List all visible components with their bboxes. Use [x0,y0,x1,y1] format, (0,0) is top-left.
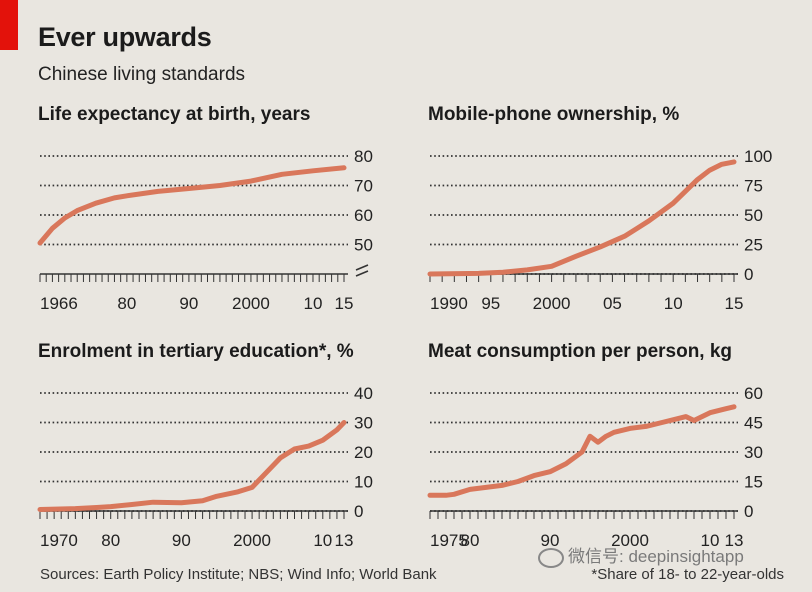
axis-break-mark [355,264,369,277]
axis-break-stroke [355,264,369,277]
chart-plot: 50 60 70 80 1966 80 90 2000 10 15 [37,147,373,313]
x-tick-label: 80 [101,531,120,550]
x-tick-label: 2000 [533,294,571,313]
footnote: *Share of 18- to 22-year-olds [591,566,784,583]
y-tick-label: 50 [744,206,763,225]
y-tick-label: 0 [354,502,363,521]
x-tick-label: 1975 [430,531,468,550]
series-line [37,165,347,246]
chart-plot: 0 25 50 75 100 1990 95 2000 05 10 15 [427,147,772,313]
y-tick-label: 40 [354,384,373,403]
x-tick-label: 2000 [233,531,271,550]
watermark-text: 微信号: deepinsightapp [568,547,744,566]
series-line [37,420,347,512]
chart-title: Enrolment in tertiary education*, % [38,341,354,362]
y-tick-label: 80 [354,147,373,166]
watermark: 微信号: deepinsightapp [538,542,744,568]
x-tick-label: 13 [725,531,744,550]
x-tick-label: 1966 [40,294,78,313]
y-tick-label: 30 [744,443,763,462]
y-tick-label: 75 [744,177,763,196]
mobile-ownership-chart: Mobile-phone ownership, % 0 25 50 75 100 1990… [427,104,798,324]
x-tick-label: 80 [117,294,136,313]
y-tick-label: 0 [744,265,753,284]
page-subtitle: Chinese living standards [38,64,246,85]
series-line [427,159,737,277]
source-note: Sources: Earth Policy Institute; NBS; Wi… [40,566,437,583]
y-tick-label: 20 [354,443,373,462]
y-tick-label: 50 [354,236,373,255]
y-tick-label: 100 [744,147,772,166]
x-tick-label: 05 [603,294,622,313]
life-expectancy-chart: Life expectancy at birth, years 50 60 70 80… [37,104,408,324]
x-tick-label: 10 [701,531,720,550]
x-tick-label: 1970 [40,531,78,550]
x-tick-label: 2000 [232,294,270,313]
y-tick-label: 25 [744,236,763,255]
x-tick-label: 15 [725,294,744,313]
y-tick-label: 60 [744,384,763,403]
y-tick-label: 10 [354,473,373,492]
x-tick-label: 90 [541,531,560,550]
y-tick-label: 45 [744,414,763,433]
brand-corner-mark [0,0,18,50]
x-tick-label: 95 [481,294,500,313]
series-line [427,404,737,498]
tertiary-enrolment-chart: Enrolment in tertiary education*, % 0 10 2… [37,341,408,561]
x-tick-label: 80 [461,531,480,550]
x-tick-label: 90 [172,531,191,550]
page-title: Ever upwards [38,22,212,52]
y-tick-label: 15 [744,473,763,492]
x-tick-label: 15 [335,294,354,313]
meat-consumption-chart: Meat consumption per person, kg 0 15 30 45 6… [427,341,798,561]
x-tick-label: 10 [304,294,323,313]
y-tick-label: 60 [354,206,373,225]
x-tick-label: 2000 [611,531,649,550]
wechat-icon [538,547,564,568]
y-tick-label: 30 [354,414,373,433]
x-tick-label: 90 [179,294,198,313]
x-tick-label: 10 [313,531,332,550]
y-tick-label: 0 [744,502,753,521]
y-tick-label: 70 [354,177,373,196]
chart-title: Life expectancy at birth, years [38,104,311,125]
x-tick-label: 1990 [430,294,468,313]
chart-title: Mobile-phone ownership, % [428,104,680,125]
x-tick-label: 10 [664,294,683,313]
x-tick-label: 13 [335,531,354,550]
chart-title: Meat consumption per person, kg [428,341,733,362]
